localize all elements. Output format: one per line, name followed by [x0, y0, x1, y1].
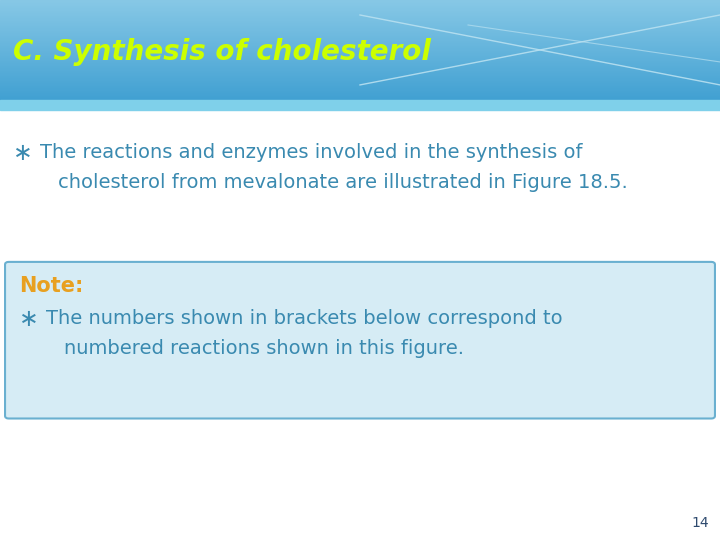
Bar — [0, 93, 720, 95]
Bar — [0, 35, 720, 36]
Bar — [0, 59, 720, 60]
Bar — [0, 56, 720, 57]
Bar — [0, 53, 720, 55]
Bar — [0, 83, 720, 84]
Text: The numbers shown in brackets below correspond to: The numbers shown in brackets below corr… — [46, 309, 563, 328]
Bar — [0, 41, 720, 43]
Bar — [0, 6, 720, 8]
Bar — [0, 14, 720, 15]
Bar — [0, 63, 720, 64]
FancyBboxPatch shape — [5, 262, 715, 418]
Bar — [0, 64, 720, 65]
Bar — [0, 36, 720, 37]
Bar — [0, 32, 720, 33]
Bar — [0, 69, 720, 70]
Bar — [0, 40, 720, 41]
Bar — [0, 31, 720, 32]
Bar — [0, 48, 720, 49]
Text: C. Synthesis of cholesterol: C. Synthesis of cholesterol — [13, 38, 431, 66]
Bar — [0, 65, 720, 66]
Bar — [0, 68, 720, 69]
Bar — [0, 70, 720, 71]
Bar — [0, 72, 720, 73]
Bar — [0, 99, 720, 100]
Bar — [0, 71, 720, 72]
Bar — [0, 43, 720, 44]
Bar — [0, 3, 720, 4]
Bar — [0, 51, 720, 52]
Bar — [0, 61, 720, 63]
Bar — [0, 57, 720, 59]
Bar — [0, 11, 720, 12]
Bar — [0, 33, 720, 35]
Bar — [0, 17, 720, 19]
Bar — [0, 49, 720, 50]
Bar — [0, 81, 720, 83]
Bar — [0, 12, 720, 14]
Bar — [0, 1, 720, 3]
Text: cholesterol from mevalonate are illustrated in Figure 18.5.: cholesterol from mevalonate are illustra… — [58, 173, 627, 192]
Bar — [0, 52, 720, 53]
Bar — [0, 84, 720, 85]
Bar — [0, 29, 720, 30]
Bar — [0, 79, 720, 80]
Text: ∗: ∗ — [19, 307, 39, 330]
Bar — [0, 8, 720, 9]
Bar — [0, 60, 720, 61]
Bar — [0, 20, 720, 21]
Bar — [0, 96, 720, 97]
Bar — [0, 66, 720, 68]
Bar — [0, 73, 720, 75]
Bar — [0, 4, 720, 5]
Bar — [0, 25, 720, 26]
Bar — [0, 15, 720, 16]
Bar — [0, 55, 720, 56]
Bar — [0, 0, 720, 1]
Bar — [0, 77, 720, 79]
Bar — [0, 100, 720, 110]
Bar — [0, 30, 720, 31]
Bar — [0, 23, 720, 24]
Bar — [0, 89, 720, 90]
Bar — [0, 75, 720, 76]
Bar — [0, 80, 720, 81]
Bar — [0, 19, 720, 20]
Bar — [0, 10, 720, 11]
Text: The reactions and enzymes involved in the synthesis of: The reactions and enzymes involved in th… — [40, 143, 582, 163]
Text: ∗: ∗ — [13, 141, 32, 165]
Bar — [0, 26, 720, 28]
Bar — [0, 92, 720, 93]
Bar — [0, 76, 720, 77]
Bar — [0, 87, 720, 89]
Bar — [0, 91, 720, 92]
Bar — [0, 9, 720, 10]
Text: 14: 14 — [692, 516, 709, 530]
Bar — [0, 5, 720, 6]
Bar — [0, 50, 720, 51]
Bar — [0, 16, 720, 17]
Text: numbered reactions shown in this figure.: numbered reactions shown in this figure. — [64, 339, 464, 358]
Bar — [0, 28, 720, 29]
Bar — [0, 24, 720, 25]
Bar — [0, 95, 720, 96]
Bar — [0, 21, 720, 23]
Bar — [0, 46, 720, 48]
Bar — [0, 90, 720, 91]
Bar — [0, 85, 720, 86]
Bar — [0, 44, 720, 45]
Text: Note:: Note: — [19, 276, 84, 296]
Bar — [0, 39, 720, 40]
Bar — [0, 45, 720, 46]
Bar — [0, 97, 720, 99]
Bar — [0, 86, 720, 87]
Bar — [0, 37, 720, 39]
